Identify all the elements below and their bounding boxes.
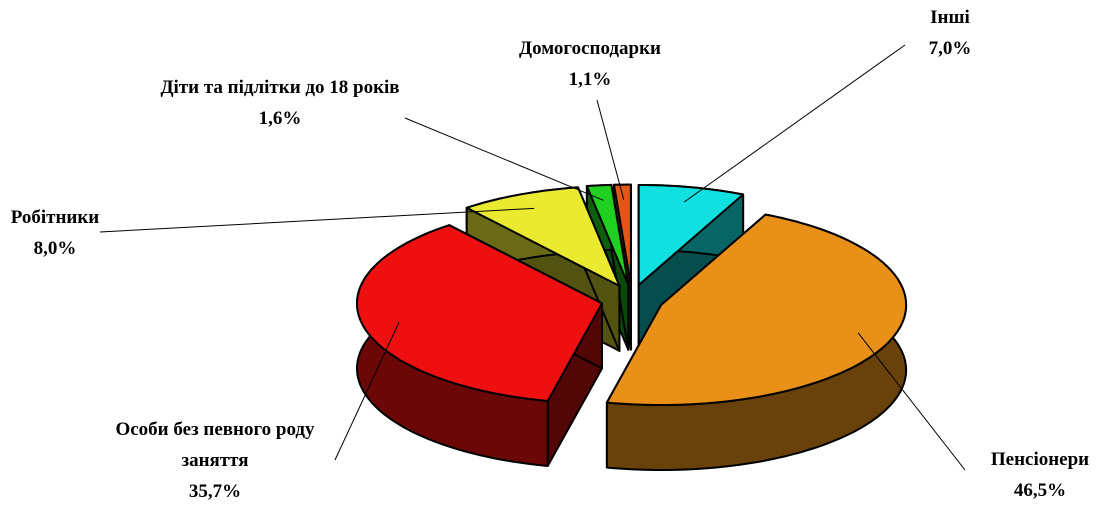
slice-top: [605, 213, 908, 406]
slice-top: [356, 224, 603, 402]
leader-line: [334, 322, 400, 461]
slice-top: [613, 183, 632, 286]
category-label: Пенсіонери: [990, 449, 1090, 470]
value-label: 8,0%: [33, 238, 77, 259]
value-label: 7,0%: [928, 38, 972, 59]
slice: [605, 213, 908, 471]
slice-label: Домогосподарки 1,1%: [490, 33, 690, 95]
category-label: Діти та підлітки до 18 років: [160, 77, 400, 98]
leader-line: [404, 117, 604, 201]
leader-line: [596, 99, 625, 200]
slice: [356, 224, 603, 467]
category-label: Особи без певного роду заняття: [115, 419, 315, 471]
leader-line: [99, 207, 535, 233]
slice-top: [585, 183, 630, 286]
slice-label: Робітники 8,0%: [0, 202, 115, 264]
slice-label: Пенсіонери 46,5%: [970, 444, 1110, 506]
slice-label: Особи без певного роду заняття 35,7%: [100, 414, 330, 507]
slice-label: Діти та підлітки до 18 років 1,6%: [155, 72, 405, 134]
value-label: 1,1%: [568, 69, 612, 90]
leader-line: [857, 332, 966, 471]
value-label: 1,6%: [258, 108, 302, 129]
slice-top: [465, 186, 621, 287]
leader-line: [683, 44, 906, 203]
slice-label: Інші 7,0%: [900, 2, 1000, 64]
slice-top: [637, 184, 745, 286]
category-label: Робітники: [10, 207, 100, 228]
category-label: Інші: [930, 7, 970, 28]
slice: [637, 184, 745, 351]
category-label: Домогосподарки: [519, 38, 661, 59]
value-label: 35,7%: [188, 481, 242, 502]
value-label: 46,5%: [1013, 480, 1067, 501]
